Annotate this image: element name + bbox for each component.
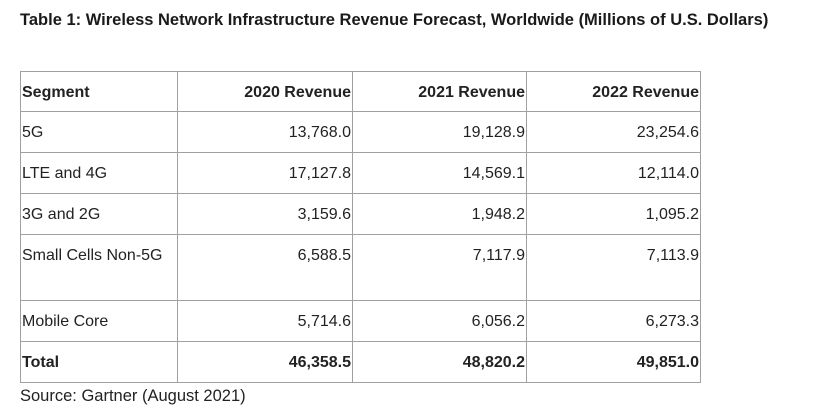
table-row: 5G 13,768.0 19,128.9 23,254.6 [20,111,701,153]
total-label-cell: Total [20,341,178,383]
segment-cell: 3G and 2G [20,193,178,235]
revenue-2020-cell: 3,159.6 [177,193,353,235]
segment-cell: 5G [20,111,178,153]
revenue-2021-cell: 6,056.2 [352,300,527,342]
table-header-row: Segment 2020 Revenue 2021 Revenue 2022 R… [20,71,701,112]
revenue-2020-cell: 6,588.5 [177,234,353,301]
column-header-2021-revenue: 2021 Revenue [352,71,527,112]
revenue-2021-cell: 14,569.1 [352,152,527,194]
table-row: Small Cells Non-5G 6,588.5 7,117.9 7,113… [20,234,701,301]
revenue-2022-cell: 12,114.0 [526,152,701,194]
revenue-table: Segment 2020 Revenue 2021 Revenue 2022 R… [20,71,701,383]
table-title: Table 1: Wireless Network Infrastructure… [20,11,769,29]
document-page: Table 1: Wireless Network Infrastructure… [20,8,800,405]
revenue-2022-cell: 6,273.3 [526,300,701,342]
revenue-2022-cell: 1,095.2 [526,193,701,235]
table-row: Mobile Core 5,714.6 6,056.2 6,273.3 [20,300,701,342]
revenue-2021-cell: 1,948.2 [352,193,527,235]
revenue-2021-cell: 19,128.9 [352,111,527,153]
revenue-2020-cell: 17,127.8 [177,152,353,194]
revenue-2021-cell: 7,117.9 [352,234,527,301]
revenue-2020-cell: 13,768.0 [177,111,353,153]
table-row: 3G and 2G 3,159.6 1,948.2 1,095.2 [20,193,701,235]
segment-cell: Mobile Core [20,300,178,342]
table-total-row: Total 46,358.5 48,820.2 49,851.0 [20,341,701,383]
revenue-2020-cell: 5,714.6 [177,300,353,342]
total-2020-cell: 46,358.5 [177,341,353,383]
column-header-2020-revenue: 2020 Revenue [177,71,353,112]
source-note: Source: Gartner (August 2021) [20,387,246,405]
table-row: LTE and 4G 17,127.8 14,569.1 12,114.0 [20,152,701,194]
revenue-2022-cell: 23,254.6 [526,111,701,153]
total-2021-cell: 48,820.2 [352,341,527,383]
column-header-2022-revenue: 2022 Revenue [526,71,701,112]
segment-cell: Small Cells Non-5G [20,234,178,301]
total-2022-cell: 49,851.0 [526,341,701,383]
segment-cell: LTE and 4G [20,152,178,194]
column-header-segment: Segment [20,71,178,112]
revenue-2022-cell: 7,113.9 [526,234,701,301]
